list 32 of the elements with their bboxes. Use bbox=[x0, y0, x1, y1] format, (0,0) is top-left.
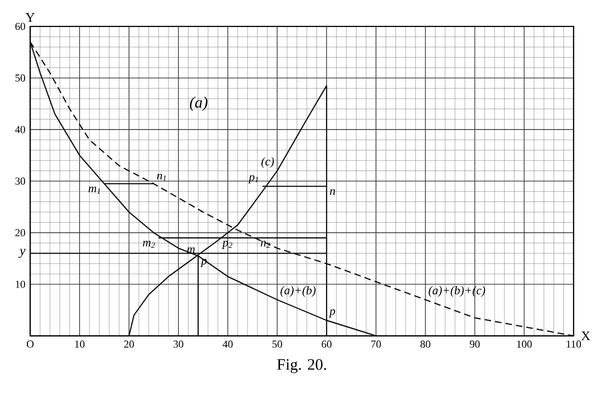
x-axis-title: X bbox=[581, 331, 590, 340]
annotation: n bbox=[330, 189, 335, 195]
annotation: p bbox=[200, 258, 207, 267]
annotation: m$_{1}$ bbox=[88, 186, 100, 194]
annotation: (c) bbox=[261, 156, 274, 168]
y-tick-label: y bbox=[18, 248, 26, 258]
x-tick-label: 90 bbox=[470, 340, 480, 348]
x-tick-label: 110 bbox=[566, 340, 581, 348]
annotation: m bbox=[187, 247, 195, 253]
x-tick-label: 50 bbox=[272, 340, 282, 348]
annotation: n$_{1}$ bbox=[157, 174, 166, 181]
y-tick-label: 10 bbox=[16, 280, 26, 288]
annotation: (a)+(b) bbox=[280, 286, 316, 297]
y-tick-label: 30 bbox=[15, 177, 26, 185]
x-tick-label: 60 bbox=[322, 340, 332, 348]
x-tick-label: O bbox=[26, 340, 34, 348]
x-tick-label: 40 bbox=[222, 340, 233, 348]
y-axis-title: Y bbox=[26, 12, 35, 22]
x-tick-label: 30 bbox=[174, 340, 184, 348]
y-tick-label: 50 bbox=[16, 74, 26, 82]
y-tick-label: 40 bbox=[15, 126, 26, 134]
x-tick-label: 80 bbox=[420, 340, 430, 348]
annotation: (a) bbox=[190, 96, 208, 111]
text: Fig. 20. bbox=[277, 358, 326, 373]
y-tick-label: 60 bbox=[15, 22, 26, 30]
annotation: m$_{2}$ bbox=[142, 240, 155, 248]
x-tick-label: 70 bbox=[371, 340, 381, 348]
x-tick-label: 100 bbox=[517, 340, 532, 348]
y-tick-label: 20 bbox=[15, 229, 26, 236]
annotation: p bbox=[328, 309, 336, 318]
x-tick-label: 10 bbox=[75, 340, 84, 348]
x-tick-label: 20 bbox=[124, 340, 134, 348]
